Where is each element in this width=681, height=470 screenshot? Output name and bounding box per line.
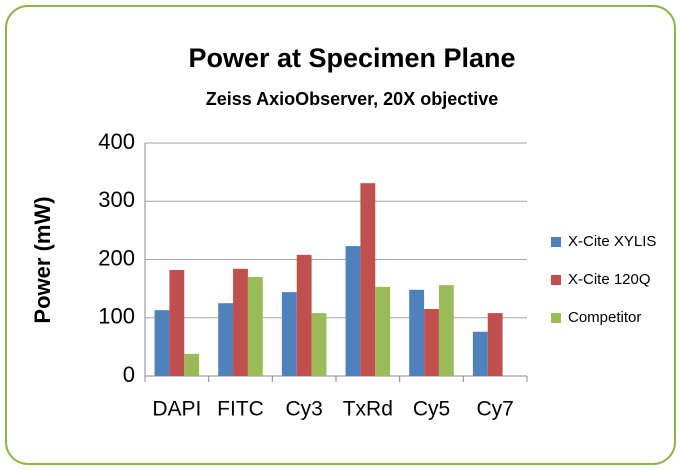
bar	[375, 286, 391, 376]
bar	[438, 285, 454, 376]
bar	[345, 246, 361, 376]
bar	[296, 254, 312, 376]
legend-label: X-Cite 120Q	[568, 271, 651, 288]
bar	[409, 289, 425, 376]
bar	[281, 292, 297, 376]
legend-swatch	[551, 313, 561, 323]
bar	[472, 331, 488, 376]
y-tick-label: 200	[98, 245, 135, 270]
x-tick-label: DAPI	[152, 398, 201, 421]
bar	[184, 353, 200, 376]
bar	[247, 276, 263, 376]
chart-subtitle: Zeiss AxioObserver, 20X objective	[206, 89, 498, 109]
legend-label: Competitor	[568, 309, 641, 326]
y-tick-label: 0	[123, 362, 135, 387]
y-tick-label: 300	[98, 187, 135, 212]
y-tick-label: 100	[98, 304, 135, 329]
y-tick-label: 400	[98, 129, 135, 154]
y-axis-label: Power (mW)	[30, 196, 55, 323]
x-tick-label: Cy5	[413, 398, 450, 421]
bar	[360, 183, 376, 376]
x-tick-label: Cy7	[476, 398, 513, 421]
x-tick-label: Cy3	[285, 398, 322, 421]
chart-title: Power at Specimen Plane	[188, 43, 515, 73]
bar	[233, 268, 248, 376]
x-tick-label: FITC	[217, 398, 264, 421]
legend-swatch	[551, 275, 561, 285]
bar	[154, 310, 170, 376]
bar	[311, 313, 327, 376]
x-tick-label: TxRd	[343, 398, 393, 421]
legend-swatch	[551, 237, 561, 247]
bar	[218, 303, 234, 376]
bar	[487, 313, 503, 376]
bar	[424, 309, 439, 376]
bar	[169, 269, 185, 376]
legend-label: X-Cite XYLIS	[568, 233, 656, 250]
